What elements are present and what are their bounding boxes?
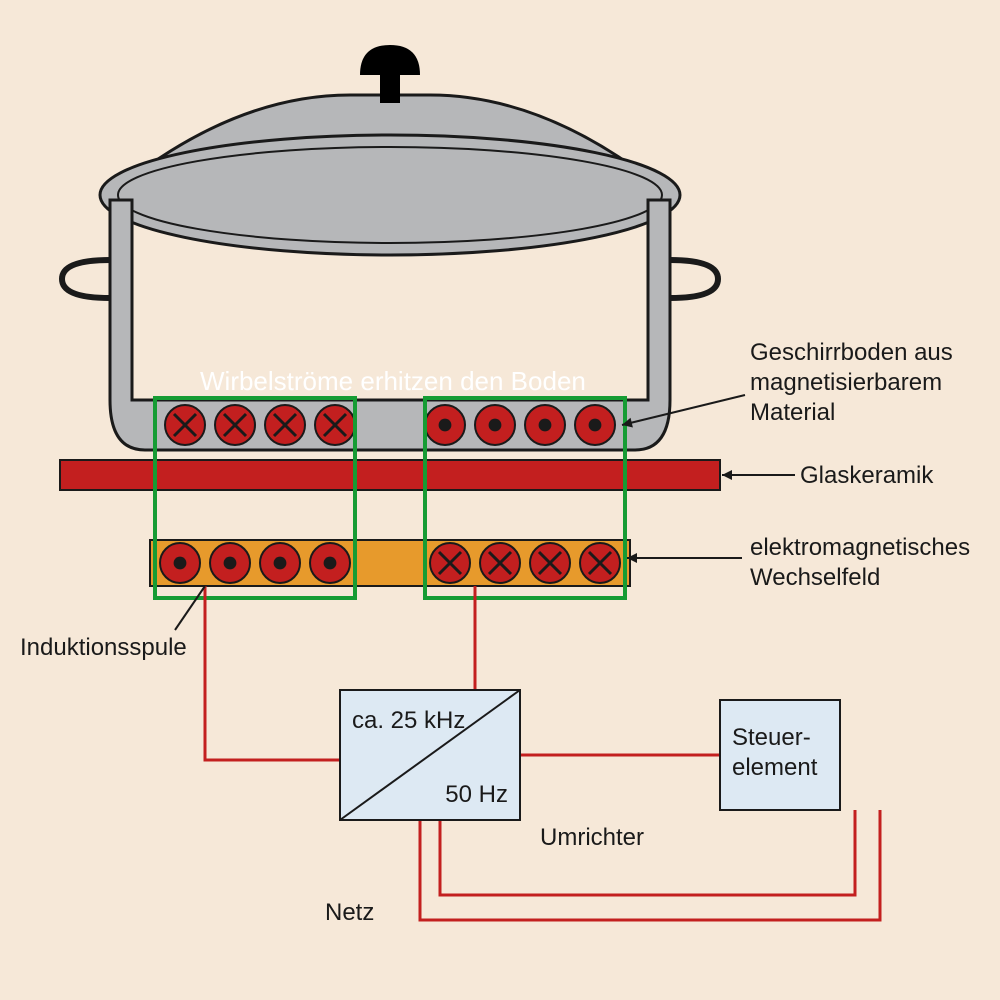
em-field-label: elektromagnetisches Wechselfeld: [750, 534, 970, 591]
induction-coil-label: Induktionsspule: [20, 634, 187, 661]
svg-text:Material: Material: [750, 399, 835, 426]
converter-freq-out-label: ca. 25 kHz: [352, 707, 465, 734]
svg-text:Steuer-: Steuer-: [732, 724, 811, 751]
svg-text:element: element: [732, 754, 818, 781]
svg-text:Wechselfeld: Wechselfeld: [750, 564, 880, 591]
induction-cooktop-diagram: Wirbelströme erhitzen den Boden ca. 25 kH…: [0, 0, 1000, 1000]
svg-text:magnetisierbarem: magnetisierbarem: [750, 369, 942, 396]
svg-text:Geschirrboden aus: Geschirrboden aus: [750, 339, 953, 366]
eddy-heating-label: Wirbelströme erhitzen den Boden: [200, 366, 586, 396]
converter-block: ca. 25 kHz 50 Hz: [340, 690, 520, 820]
glass-ceramic-plate: [60, 460, 720, 490]
converter-label: Umrichter: [540, 824, 644, 851]
glass-ceramic-label: Glaskeramik: [800, 462, 934, 489]
converter-freq-in-label: 50 Hz: [445, 781, 508, 808]
controller-block: Steuer-element: [720, 700, 840, 810]
svg-text:elektromagnetisches: elektromagnetisches: [750, 534, 970, 561]
mains-label: Netz: [325, 899, 374, 926]
pot-base-material-label: Geschirrboden aus magnetisierbarem Materia…: [750, 339, 953, 426]
